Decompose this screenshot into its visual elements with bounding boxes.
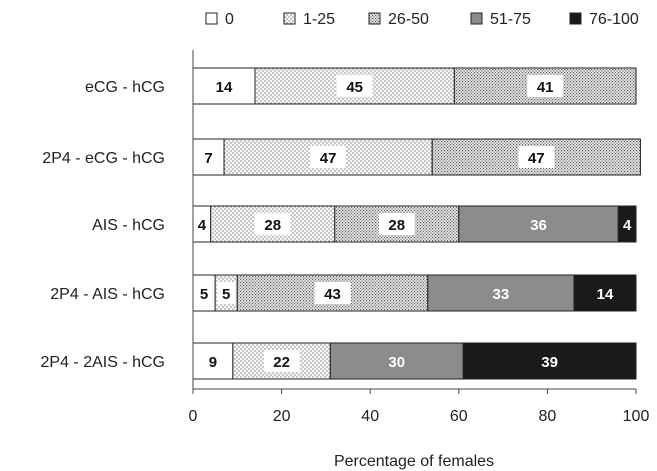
data-label-2p4-2ais-hcg-1-25: 22: [273, 354, 290, 371]
data-label-ecg-hcg-0: 14: [216, 79, 233, 96]
legend-label-76-100: 76-100: [589, 11, 639, 28]
data-label-2p4-ais-hcg-51-75: 33: [493, 286, 510, 303]
legend-label-0: 0: [225, 11, 234, 28]
legend-label-1-25: 1-25: [303, 11, 335, 28]
legend-swatch-1-25: [284, 13, 295, 24]
category-label-ecg-hcg: eCG - hCG: [85, 79, 165, 96]
legend-label-51-75: 51-75: [490, 11, 531, 28]
x-tick-label: 0: [189, 408, 198, 425]
data-label-2p4-ais-hcg-76-100: 14: [597, 286, 614, 303]
category-label-ais-hcg: AIS - hCG: [92, 217, 165, 234]
x-tick-label: 100: [623, 408, 650, 425]
data-label-ais-hcg-0: 4: [198, 217, 207, 234]
data-label-ecg-hcg-26-50: 41: [537, 79, 554, 96]
data-label-ais-hcg-76-100: 4: [623, 217, 632, 234]
x-axis-title: Percentage of females: [334, 453, 494, 470]
legend: 0 1-25 26-50 51-75 76-100: [206, 11, 639, 28]
legend-swatch-76-100: [570, 13, 581, 24]
x-tick-label: 40: [361, 408, 379, 425]
legend-label-26-50: 26-50: [388, 11, 429, 28]
data-label-ais-hcg-1-25: 28: [264, 217, 281, 234]
data-label-2p4-2ais-hcg-76-100: 39: [541, 354, 558, 371]
legend-swatch-0: [206, 13, 217, 24]
x-tick-label: 80: [539, 408, 557, 425]
bars-group: 14 45 417 47 474 28 28 36 45 5 43 33 149 22 30 39: [193, 68, 640, 379]
data-label-2p4-2ais-hcg-51-75: 30: [388, 354, 405, 371]
x-tick-label: 20: [273, 408, 291, 425]
legend-swatch-51-75: [471, 13, 482, 24]
data-label-ais-hcg-26-50: 28: [388, 217, 405, 234]
data-label-ais-hcg-51-75: 36: [530, 217, 547, 234]
data-label-2p4-ecg-hcg-26-50: 47: [528, 150, 545, 167]
legend-swatch-26-50: [369, 13, 380, 24]
category-label-2p4-2ais-hcg: 2P4 - 2AIS - hCG: [41, 354, 166, 371]
data-label-2p4-ais-hcg-0: 5: [200, 286, 208, 303]
category-label-2p4-ais-hcg: 2P4 - AIS - hCG: [50, 286, 165, 303]
x-tick-label: 60: [450, 408, 468, 425]
data-label-2p4-ecg-hcg-1-25: 47: [320, 150, 337, 167]
data-label-2p4-ais-hcg-26-50: 43: [324, 286, 341, 303]
data-label-2p4-2ais-hcg-0: 9: [209, 354, 217, 371]
category-label-2p4-ecg-hcg: 2P4 - eCG - hCG: [42, 150, 165, 167]
data-label-ecg-hcg-1-25: 45: [346, 79, 363, 96]
data-label-2p4-ais-hcg-1-25: 5: [222, 286, 230, 303]
category-labels: eCG - hCG 2P4 - eCG - hCG AIS - hCG 2P4 - A…: [41, 79, 166, 371]
data-label-2p4-ecg-hcg-0: 7: [204, 150, 212, 167]
